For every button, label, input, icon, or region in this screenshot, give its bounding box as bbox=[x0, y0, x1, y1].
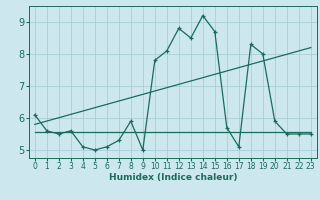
X-axis label: Humidex (Indice chaleur): Humidex (Indice chaleur) bbox=[108, 173, 237, 182]
